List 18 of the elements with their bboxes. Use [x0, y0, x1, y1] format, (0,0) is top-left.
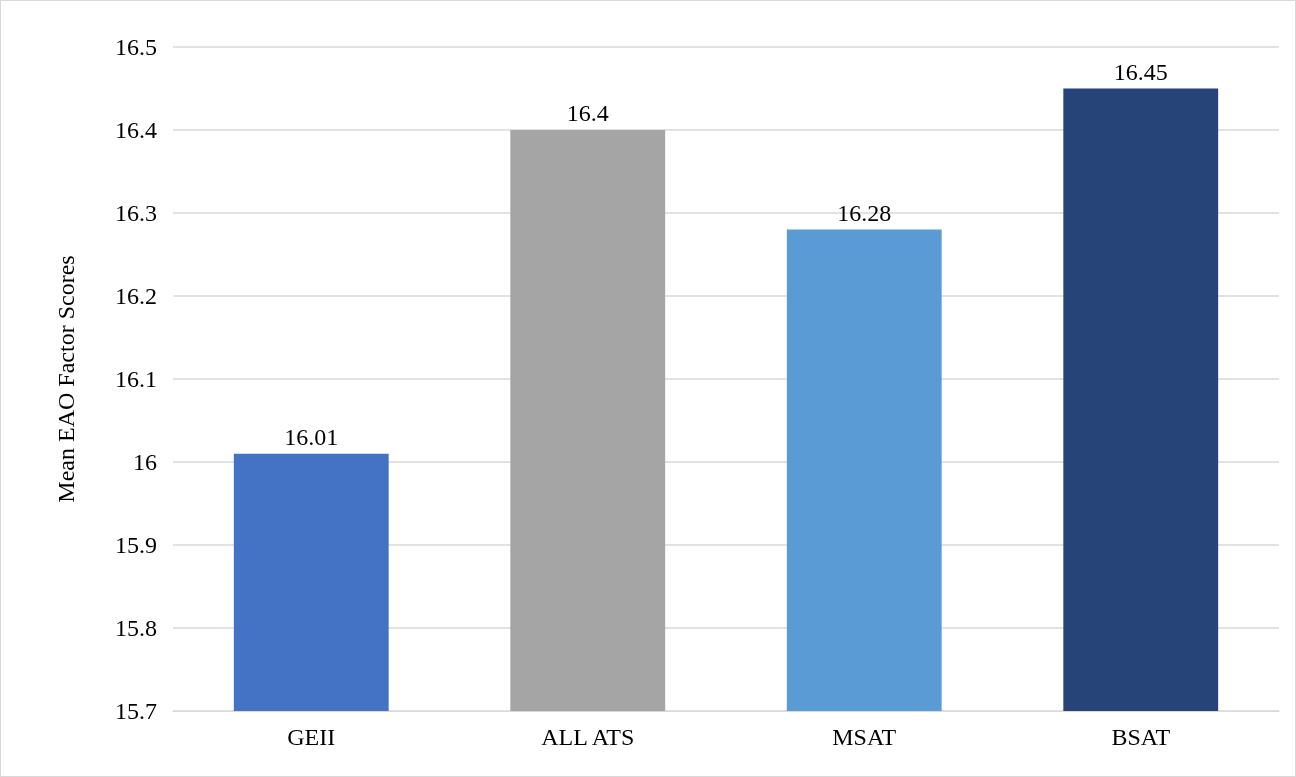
data-label: 16.45: [1113, 58, 1168, 85]
data-label: 16.4: [566, 100, 609, 126]
y-tick-label: 15.9: [115, 532, 157, 558]
x-tick-label: BSAT: [1111, 724, 1171, 750]
y-tick-label: 15.8: [115, 615, 157, 641]
y-tick-label: 16.5: [115, 34, 157, 60]
data-label: 16.28: [837, 199, 892, 226]
y-tick-label: 16.1: [115, 366, 157, 392]
x-tick-label: MSAT: [832, 724, 897, 750]
x-tick-label: ALL ATS: [541, 724, 635, 750]
y-tick-label: 16.4: [115, 117, 157, 143]
y-tick-label: 16.3: [115, 200, 157, 226]
x-tick-label: GEII: [287, 724, 336, 750]
data-label: 16.01: [284, 423, 339, 450]
y-tick-label: 15.7: [115, 698, 157, 724]
y-axis-title: Mean EAO Factor Scores: [53, 255, 79, 503]
y-tick-label: 16.2: [115, 283, 157, 309]
y-tick-label: 16: [133, 449, 157, 475]
